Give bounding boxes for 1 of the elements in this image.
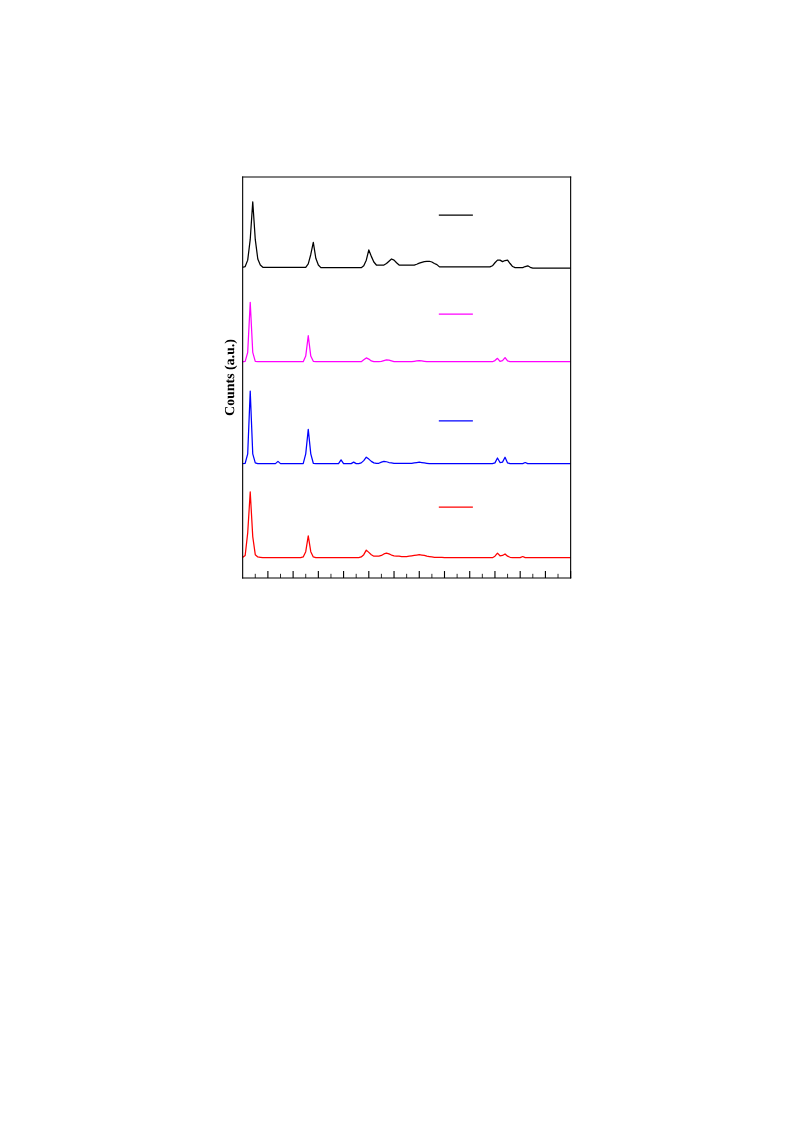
y-axis-title: Counts (a.u.) xyxy=(224,339,238,416)
